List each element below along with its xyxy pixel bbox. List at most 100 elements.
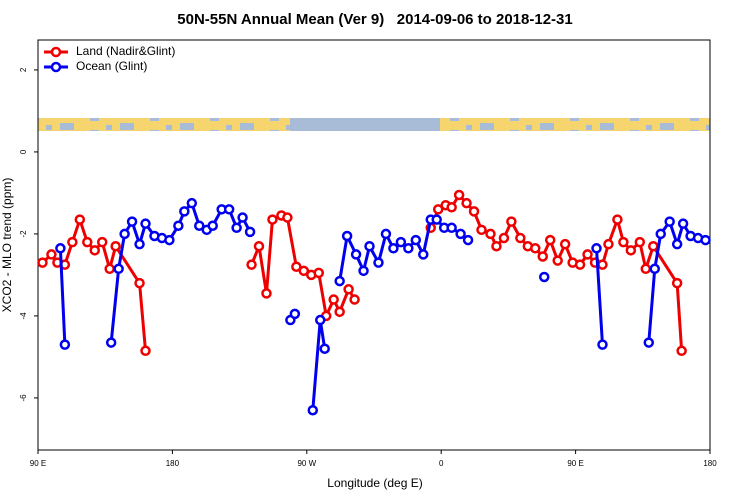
chart-title: 50N-55N Annual Mean (Ver 9) 2014-09-06 t… [177, 11, 572, 28]
point [59, 339, 71, 350]
point [96, 236, 108, 248]
point [140, 218, 151, 229]
point [46, 249, 57, 260]
point [597, 339, 608, 350]
x-tick-label: 0 [439, 459, 444, 468]
point [612, 214, 623, 225]
point [544, 234, 556, 246]
legend-label: Land (Nadir&Glint) [76, 44, 175, 58]
point [530, 243, 541, 254]
point [380, 228, 392, 240]
x-tick-label: 90 W [297, 459, 316, 468]
point [298, 265, 310, 277]
point [319, 343, 330, 354]
point [485, 228, 496, 240]
point [104, 263, 115, 275]
point [625, 245, 637, 256]
y-tick-label: 2 [19, 67, 28, 72]
point [671, 277, 683, 289]
point [341, 230, 353, 242]
point [498, 232, 510, 244]
point [343, 284, 354, 295]
point [432, 204, 444, 215]
point [246, 259, 257, 270]
point [328, 294, 339, 305]
point [676, 345, 687, 357]
point [552, 255, 563, 266]
point [574, 259, 586, 270]
y-axis-label: XCO2 - MLO trend (ppm) [0, 178, 14, 313]
point [403, 243, 414, 254]
point [648, 240, 659, 252]
x-tick-label: 90 E [30, 459, 46, 468]
point [223, 204, 235, 215]
point [282, 212, 293, 223]
point [113, 263, 124, 275]
x-axis-label: Longitude (deg E) [327, 476, 422, 490]
x-tick-label: 180 [166, 459, 180, 468]
x-tick-label: 180 [703, 459, 717, 468]
point [89, 245, 100, 256]
point [640, 263, 652, 275]
plot-frame [37, 39, 711, 451]
point [591, 243, 602, 254]
point [55, 243, 66, 254]
point [37, 257, 48, 268]
point [313, 267, 324, 279]
point [388, 243, 399, 254]
point [140, 345, 151, 357]
point [431, 214, 442, 225]
legend-marker [50, 61, 62, 73]
point [186, 197, 198, 209]
point [677, 218, 689, 229]
point [207, 220, 218, 231]
point [67, 236, 78, 248]
point [538, 271, 550, 283]
point [664, 216, 675, 227]
point [105, 337, 117, 348]
point [231, 222, 242, 234]
point [476, 224, 487, 236]
point [350, 249, 362, 260]
point [455, 228, 466, 240]
legend-label: Ocean (Glint) [76, 59, 147, 73]
point [373, 257, 384, 268]
point [410, 234, 422, 246]
point [119, 228, 130, 240]
point [655, 228, 666, 240]
y-tick-label: 0 [19, 149, 28, 154]
point [253, 240, 265, 252]
point [461, 197, 472, 209]
point [506, 216, 517, 227]
point [649, 263, 660, 275]
point [314, 314, 326, 326]
point [334, 275, 345, 287]
point [334, 306, 345, 318]
point [491, 240, 502, 252]
point [453, 189, 465, 201]
point [126, 216, 138, 227]
point [291, 261, 302, 272]
point [537, 251, 548, 262]
x-tick-label: 90 E [567, 459, 583, 468]
point [700, 234, 711, 246]
point [671, 238, 683, 250]
point [597, 259, 608, 270]
point [134, 238, 145, 250]
point [237, 212, 248, 223]
point [74, 214, 86, 225]
point [244, 226, 256, 238]
point [358, 265, 369, 277]
point [289, 308, 301, 320]
y-tick-label: -6 [19, 394, 28, 402]
point [468, 206, 480, 217]
point [618, 236, 629, 248]
y-tick-label: -2 [19, 230, 28, 238]
point [134, 277, 145, 289]
point [462, 234, 474, 246]
point [349, 294, 360, 305]
point [164, 234, 175, 246]
point [515, 232, 526, 244]
point [179, 206, 190, 217]
